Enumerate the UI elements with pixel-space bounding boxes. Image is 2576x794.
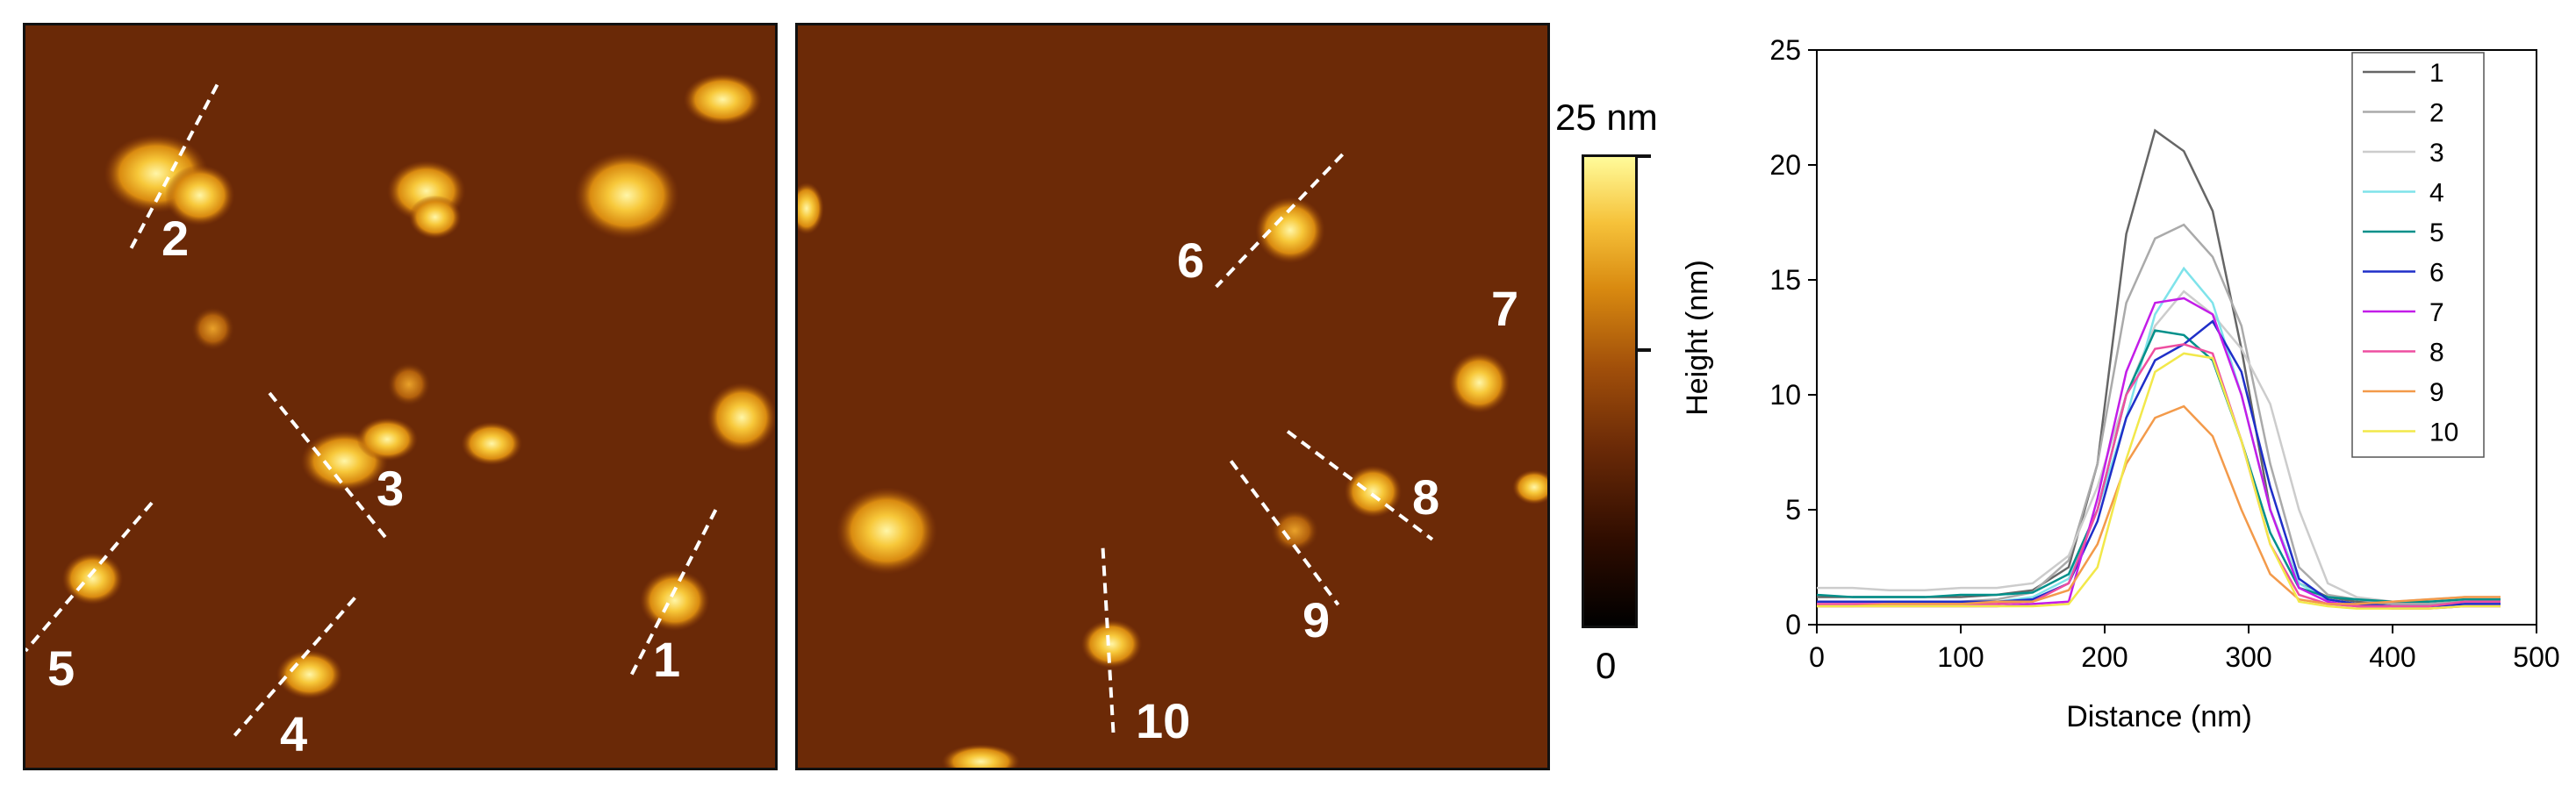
scalebar-tick-mid: [1635, 348, 1651, 352]
height-color-scalebar: [1582, 154, 1651, 628]
y-tick-label: 0: [1785, 609, 1801, 640]
x-axis-label: Distance (nm): [2066, 700, 2252, 733]
legend-label-1: 1: [2429, 59, 2444, 88]
legend-label-10: 10: [2429, 418, 2458, 447]
profile-label-3: 3: [377, 461, 405, 516]
afm-left-particles: [61, 73, 775, 699]
scalebar-tick-top: [1635, 154, 1651, 158]
legend-label-5: 5: [2429, 218, 2444, 247]
profile-label-10: 10: [1136, 693, 1191, 748]
afm-image-left-svg: [25, 25, 775, 768]
afm-left-cut-lines: [25, 83, 718, 737]
afm-image-left: 1 2 3 4 5: [23, 23, 778, 770]
x-tick-label: 200: [2081, 641, 2128, 673]
afm-image-right-svg: [798, 25, 1547, 768]
y-tick-label: 20: [1769, 149, 1801, 181]
y-tick-label: 25: [1769, 34, 1801, 66]
profile-label-7: 7: [1491, 281, 1519, 336]
x-tick-label: 500: [2513, 641, 2559, 673]
scalebar-min-label: 0: [1596, 645, 1617, 686]
series-line-9: [1817, 404, 2501, 608]
legend-label-7: 7: [2429, 298, 2444, 327]
profile-label-4: 4: [280, 706, 308, 762]
x-tick-label: 0: [1809, 641, 1825, 673]
x-tick-label: 400: [2369, 641, 2415, 673]
profile-label-9: 9: [1302, 592, 1331, 647]
afm-image-right: 6 7 8 9 10: [795, 23, 1550, 770]
profile-label-1: 1: [653, 632, 681, 687]
profile-label-8: 8: [1412, 469, 1440, 525]
y-tick-label: 15: [1769, 264, 1801, 296]
legend-label-2: 2: [2429, 99, 2444, 128]
x-tick-label: 300: [2225, 641, 2271, 673]
legend-label-6: 6: [2429, 259, 2444, 288]
legend-box: [2351, 52, 2485, 458]
scalebar-max-label: 25 nm: [1555, 97, 1658, 138]
legend-label-9: 9: [2429, 378, 2444, 407]
legend-label-4: 4: [2429, 179, 2444, 208]
series-line-3: [1817, 290, 2501, 604]
profile-label-2: 2: [161, 211, 190, 266]
height-profile-chart: 0 100 200 300 400 500 0 5 10 15 20 25 1 2 3 4 5 6 7 8 9 10 D…: [1681, 34, 2560, 733]
y-axis-label: Height (nm): [1681, 260, 1714, 416]
series-line-5: [1816, 329, 2501, 604]
series-line-6: [1817, 319, 2501, 608]
afm-right-cut-lines: [1101, 153, 1434, 733]
profile-label-5: 5: [47, 640, 75, 696]
series-line-10: [1817, 352, 2501, 610]
profile-label-6: 6: [1177, 232, 1205, 288]
legend-label-3: 3: [2429, 139, 2444, 168]
y-tick-label: 5: [1785, 494, 1801, 526]
x-tick-label: 100: [1937, 641, 1984, 673]
plot-area-frame: [1816, 49, 2537, 626]
y-tick-label: 10: [1769, 379, 1801, 411]
legend-label-8: 8: [2429, 339, 2444, 368]
